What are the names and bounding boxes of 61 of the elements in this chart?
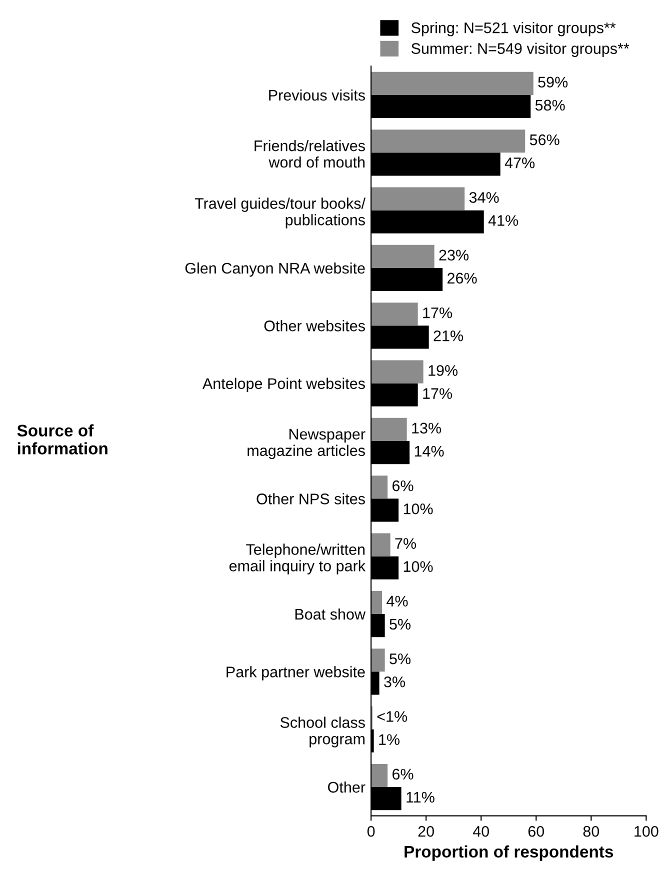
x-tick-label: 0 [367, 826, 375, 837]
data-label: 26% [448, 272, 477, 284]
y-tick-label: Travel guides/tour books/ publications [194, 198, 366, 228]
x-axis-title: Proportion of respondents [404, 845, 614, 861]
bar [371, 648, 385, 672]
bar [371, 764, 388, 788]
data-label: 7% [395, 538, 416, 549]
y-tick-label: Friends/relatives word of mouth [254, 140, 365, 168]
bar [371, 476, 388, 499]
data-label: 13% [412, 422, 442, 434]
data-label: <1% [377, 711, 408, 722]
x-tick-label: 80 [583, 826, 600, 837]
y-tick-label: Park partner website [226, 666, 365, 680]
data-label: 41% [488, 215, 518, 226]
y-tick-label: School class program [280, 716, 365, 748]
data-label: 59% [538, 76, 568, 88]
x-tick-label: 40 [472, 826, 490, 837]
y-tick-label: Other websites [264, 320, 365, 332]
data-label: 5% [390, 618, 411, 630]
y-tick-label: Previous visits [269, 89, 365, 101]
x-tick-label: 60 [528, 826, 544, 837]
data-label: 1% [379, 734, 400, 745]
x-tick-label: 20 [418, 826, 434, 837]
bar [371, 130, 526, 153]
data-label: 6% [392, 480, 414, 492]
bar [371, 360, 424, 384]
data-label: 17% [423, 388, 452, 399]
bar [371, 533, 390, 556]
bar [371, 72, 534, 95]
data-label: 58% [535, 100, 565, 111]
data-label: 10% [404, 561, 433, 572]
data-label: 56% [530, 134, 560, 146]
bar [371, 187, 465, 210]
y-axis-title: Source of information [17, 424, 108, 454]
legend-label: Spring: N=521 visitor groups** [411, 22, 616, 36]
y-tick-label: Telephone/written email inquiry to park [229, 544, 366, 574]
data-label: 23% [439, 250, 469, 261]
bar [371, 418, 407, 441]
data-label: 11% [406, 792, 434, 803]
legend-label: Summer: N=549 visitor groups** [411, 42, 630, 57]
data-label: 21% [434, 330, 464, 342]
y-tick-label: Other [328, 781, 366, 793]
y-tick-label: Antelope Point websites [202, 378, 365, 392]
data-label: 47% [504, 158, 535, 168]
data-label: 10% [404, 503, 433, 514]
data-label: 14% [414, 446, 444, 457]
data-label: 17% [423, 307, 452, 318]
data-label: 34% [469, 192, 499, 203]
y-tick-label: Glen Canyon NRA website [185, 262, 365, 277]
bar [371, 302, 418, 326]
bar [371, 590, 382, 614]
y-tick-label: Boat show [295, 608, 366, 620]
bar [371, 244, 434, 268]
data-label: 5% [390, 653, 411, 664]
data-label: 19% [428, 365, 458, 376]
y-tick-label: Newspaper magazine articles [248, 428, 366, 460]
data-label: 3% [384, 676, 406, 688]
x-tick-label: 100 [634, 826, 658, 837]
y-tick-label: Other NPS sites [256, 493, 365, 504]
data-label: 4% [386, 596, 408, 607]
data-label: 6% [392, 768, 414, 780]
